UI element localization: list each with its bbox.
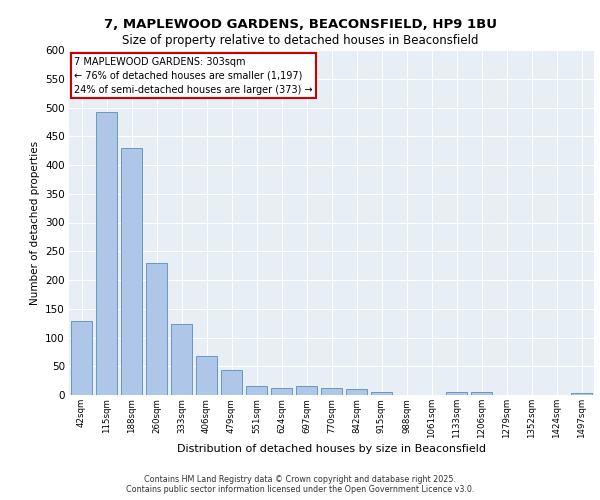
Text: Contains HM Land Registry data © Crown copyright and database right 2025.
Contai: Contains HM Land Registry data © Crown c…: [126, 474, 474, 494]
Bar: [246, 386, 267, 395]
Bar: [446, 392, 467, 395]
Text: 7, MAPLEWOOD GARDENS, BEACONSFIELD, HP9 1BU: 7, MAPLEWOOD GARDENS, BEACONSFIELD, HP9 …: [104, 18, 497, 30]
Text: 7 MAPLEWOOD GARDENS: 303sqm
← 76% of detached houses are smaller (1,197)
24% of : 7 MAPLEWOOD GARDENS: 303sqm ← 76% of det…: [74, 57, 313, 95]
Bar: [71, 322, 92, 395]
Bar: [321, 388, 342, 395]
Bar: [471, 392, 492, 395]
Bar: [171, 324, 192, 395]
Bar: [296, 386, 317, 395]
Bar: [221, 370, 242, 395]
Bar: [571, 394, 592, 395]
Y-axis label: Number of detached properties: Number of detached properties: [29, 140, 40, 304]
Bar: [96, 112, 117, 395]
Bar: [121, 148, 142, 395]
Bar: [346, 389, 367, 395]
Bar: [271, 388, 292, 395]
Bar: [146, 264, 167, 395]
Bar: [371, 392, 392, 395]
Bar: [196, 356, 217, 395]
X-axis label: Distribution of detached houses by size in Beaconsfield: Distribution of detached houses by size …: [177, 444, 486, 454]
Text: Size of property relative to detached houses in Beaconsfield: Size of property relative to detached ho…: [122, 34, 478, 47]
